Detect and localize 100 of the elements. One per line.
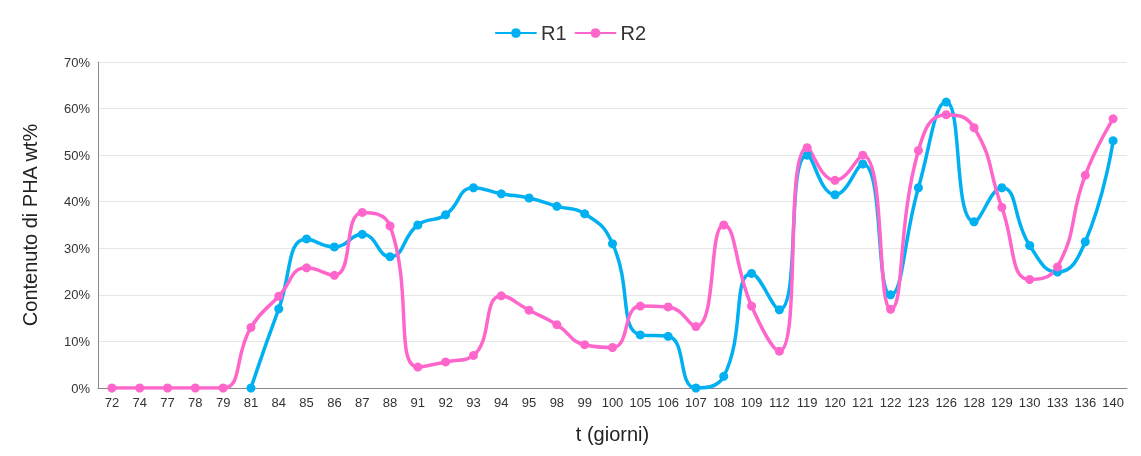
- point: [163, 383, 173, 393]
- y-tick-label: 50%: [63, 147, 91, 163]
- point: [496, 291, 506, 301]
- x-tick-label: 129: [991, 395, 1013, 410]
- x-tick-label: 119: [796, 395, 818, 410]
- point: [997, 202, 1007, 212]
- point: [1080, 170, 1090, 180]
- x-tick-label: 72: [104, 395, 120, 410]
- x-tick-label: 74: [132, 395, 147, 410]
- point: [830, 190, 840, 200]
- point: [246, 383, 256, 393]
- point: [329, 270, 339, 280]
- point: [969, 123, 979, 133]
- y-axis-title: Contenuto di PHA wt%: [19, 123, 41, 327]
- point: [496, 189, 506, 199]
- x-tick-label: 85: [299, 395, 314, 410]
- point: [413, 362, 423, 372]
- x-tick-label: 106: [657, 395, 679, 410]
- point: [997, 183, 1007, 193]
- point: [802, 150, 812, 160]
- point: [719, 220, 729, 230]
- point: [635, 330, 645, 340]
- x-tick-label: 112: [769, 395, 790, 410]
- point: [1052, 262, 1062, 272]
- y-tick-label: 70%: [63, 54, 91, 70]
- x-tick-label: 133: [1046, 395, 1069, 410]
- point: [468, 350, 478, 360]
- point: [190, 383, 200, 393]
- x-tick-label: 99: [577, 395, 592, 410]
- point: [580, 209, 590, 219]
- x-tick-label: 122: [879, 395, 902, 410]
- x-tick-label: 77: [160, 395, 175, 410]
- x-tick-label: 140: [1102, 395, 1124, 410]
- point: [774, 346, 784, 356]
- x-tick-label: 91: [410, 395, 426, 410]
- point: [1025, 274, 1035, 284]
- point: [357, 229, 367, 239]
- point: [830, 175, 840, 185]
- point: [385, 252, 395, 262]
- point: [524, 305, 534, 315]
- y-tick-label: 10%: [63, 333, 91, 349]
- point: [913, 145, 923, 155]
- point: [441, 357, 451, 367]
- point: [691, 383, 701, 393]
- x-tick-label: 130: [1018, 395, 1041, 410]
- point: [580, 340, 590, 350]
- y-tick-label: 30%: [63, 240, 91, 256]
- x-tick-label: 123: [907, 395, 930, 410]
- point: [747, 301, 757, 311]
- x-tick-label: 107: [685, 395, 707, 410]
- point: [218, 383, 228, 393]
- x-tick-label: 120: [824, 395, 846, 410]
- point: [246, 322, 256, 332]
- point: [635, 301, 645, 311]
- point: [329, 242, 339, 252]
- point: [941, 97, 951, 107]
- x-tick-label: 105: [629, 395, 652, 410]
- point: [969, 217, 979, 227]
- point: [468, 183, 478, 193]
- point: [747, 268, 757, 278]
- point: [1080, 237, 1090, 247]
- legend-label: R2: [620, 22, 647, 44]
- x-tick-label: 88: [382, 395, 398, 410]
- x-tick-label: 79: [215, 395, 231, 410]
- point: [941, 110, 951, 120]
- x-tick-label: 128: [963, 395, 985, 410]
- point: [524, 193, 534, 203]
- point: [413, 220, 423, 230]
- y-tick-label: 20%: [63, 287, 91, 303]
- x-tick-label: 98: [549, 395, 565, 410]
- point: [302, 234, 312, 244]
- point: [886, 304, 896, 314]
- x-tick-label: 95: [521, 395, 537, 410]
- x-tick-label: 126: [935, 395, 958, 410]
- x-tick-label: 86: [327, 395, 342, 410]
- point: [1108, 114, 1118, 124]
- y-tick-label: 60%: [63, 101, 91, 117]
- point: [663, 302, 673, 312]
- x-tick-label: 94: [494, 395, 509, 410]
- y-tick-label: 40%: [63, 194, 91, 210]
- point: [441, 210, 451, 220]
- point: [357, 207, 367, 217]
- point: [858, 150, 868, 160]
- x-tick-label: 109: [740, 395, 763, 410]
- point: [302, 263, 312, 273]
- point: [691, 322, 701, 332]
- x-tick-label: 92: [438, 395, 453, 410]
- x-tick-label: 84: [271, 395, 286, 410]
- point: [858, 159, 868, 169]
- point: [1025, 240, 1035, 250]
- point: [663, 331, 673, 341]
- point: [608, 239, 617, 249]
- x-axis-title: t (giorni): [575, 423, 650, 445]
- x-tick-label: 93: [466, 395, 481, 410]
- point: [274, 304, 284, 314]
- point: [274, 291, 284, 301]
- point: [802, 143, 812, 153]
- point: [135, 383, 145, 393]
- x-tick-label: 81: [243, 395, 259, 410]
- point: [552, 320, 562, 330]
